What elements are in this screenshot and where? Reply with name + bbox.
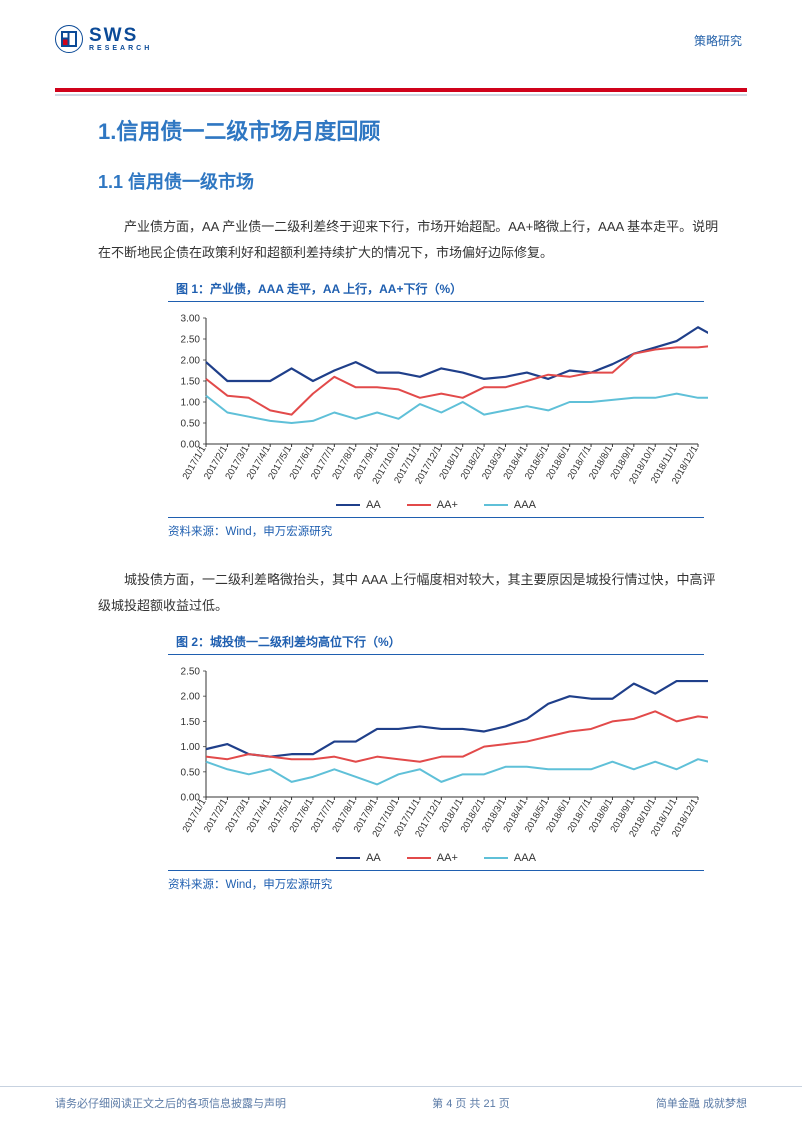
header-rules — [55, 88, 747, 96]
svg-text:0.50: 0.50 — [181, 419, 201, 430]
chart-1-svg: 0.000.501.001.502.002.503.002017/1/12017… — [168, 310, 708, 490]
heading-2: 1.1 信用债一级市场 — [98, 168, 724, 194]
heading-1: 1.信用债一二级市场月度回顾 — [98, 114, 724, 146]
footer-page: 第 4 页 共 21 页 — [432, 1095, 510, 1111]
legend-item: AAA — [484, 499, 536, 511]
figure-2-source: 资料来源：Wind，申万宏源研究 — [168, 870, 704, 892]
page-header: SWS RESEARCH 策略研究 — [0, 0, 802, 78]
svg-text:2.50: 2.50 — [181, 667, 201, 678]
chart-2-legend: AA AA+ AAA — [168, 852, 704, 864]
figure-1-title: 图 1：产业债，AAA 走平，AA 上行，AA+下行（%） — [168, 280, 704, 302]
sws-logo-icon — [55, 25, 83, 53]
svg-text:2.50: 2.50 — [181, 335, 201, 346]
chart-2-svg: 0.000.501.001.502.002.502017/1/12017/2/1… — [168, 663, 708, 843]
legend-item: AAA — [484, 852, 536, 864]
svg-text:1.50: 1.50 — [181, 377, 201, 388]
legend-item: AA+ — [407, 499, 458, 511]
chart-1-legend: AA AA+ AAA — [168, 499, 704, 511]
footer-tagline: 简单金融 成就梦想 — [656, 1095, 747, 1111]
footer-disclaimer: 请务必仔细阅读正文之后的各项信息披露与声明 — [55, 1095, 286, 1111]
page-content: 1.信用债一二级市场月度回顾 1.1 信用债一级市场 产业债方面，AA 产业债一… — [0, 96, 802, 892]
legend-item: AA — [336, 852, 381, 864]
svg-text:1.00: 1.00 — [181, 398, 201, 409]
legend-item: AA — [336, 499, 381, 511]
svg-text:0.50: 0.50 — [181, 767, 201, 778]
figure-2-title: 图 2：城投债一二级利差均高位下行（%） — [168, 633, 704, 655]
figure-1-source: 资料来源：Wind，申万宏源研究 — [168, 517, 704, 539]
svg-text:2.00: 2.00 — [181, 356, 201, 367]
svg-text:1.50: 1.50 — [181, 717, 201, 728]
legend-item: AA+ — [407, 852, 458, 864]
document-type: 策略研究 — [694, 32, 742, 49]
svg-text:2.00: 2.00 — [181, 692, 201, 703]
page-footer: 请务必仔细阅读正文之后的各项信息披露与声明 第 4 页 共 21 页 简单金融 … — [0, 1086, 802, 1111]
brand-logo: SWS RESEARCH — [55, 25, 747, 53]
paragraph-2: 城投债方面，一二级利差略微抬头，其中 AAA 上行幅度相对较大，其主要原因是城投… — [98, 567, 724, 619]
paragraph-1: 产业债方面，AA 产业债一二级利差终于迎来下行，市场开始超配。AA+略微上行，A… — [98, 214, 724, 266]
svg-text:3.00: 3.00 — [181, 314, 201, 325]
brand-sub: RESEARCH — [89, 45, 152, 52]
figure-1-chart: 0.000.501.001.502.002.503.002017/1/12017… — [168, 310, 704, 511]
figure-2-chart: 0.000.501.001.502.002.502017/1/12017/2/1… — [168, 663, 704, 864]
svg-text:1.00: 1.00 — [181, 742, 201, 753]
brand-name: SWS — [89, 26, 152, 45]
